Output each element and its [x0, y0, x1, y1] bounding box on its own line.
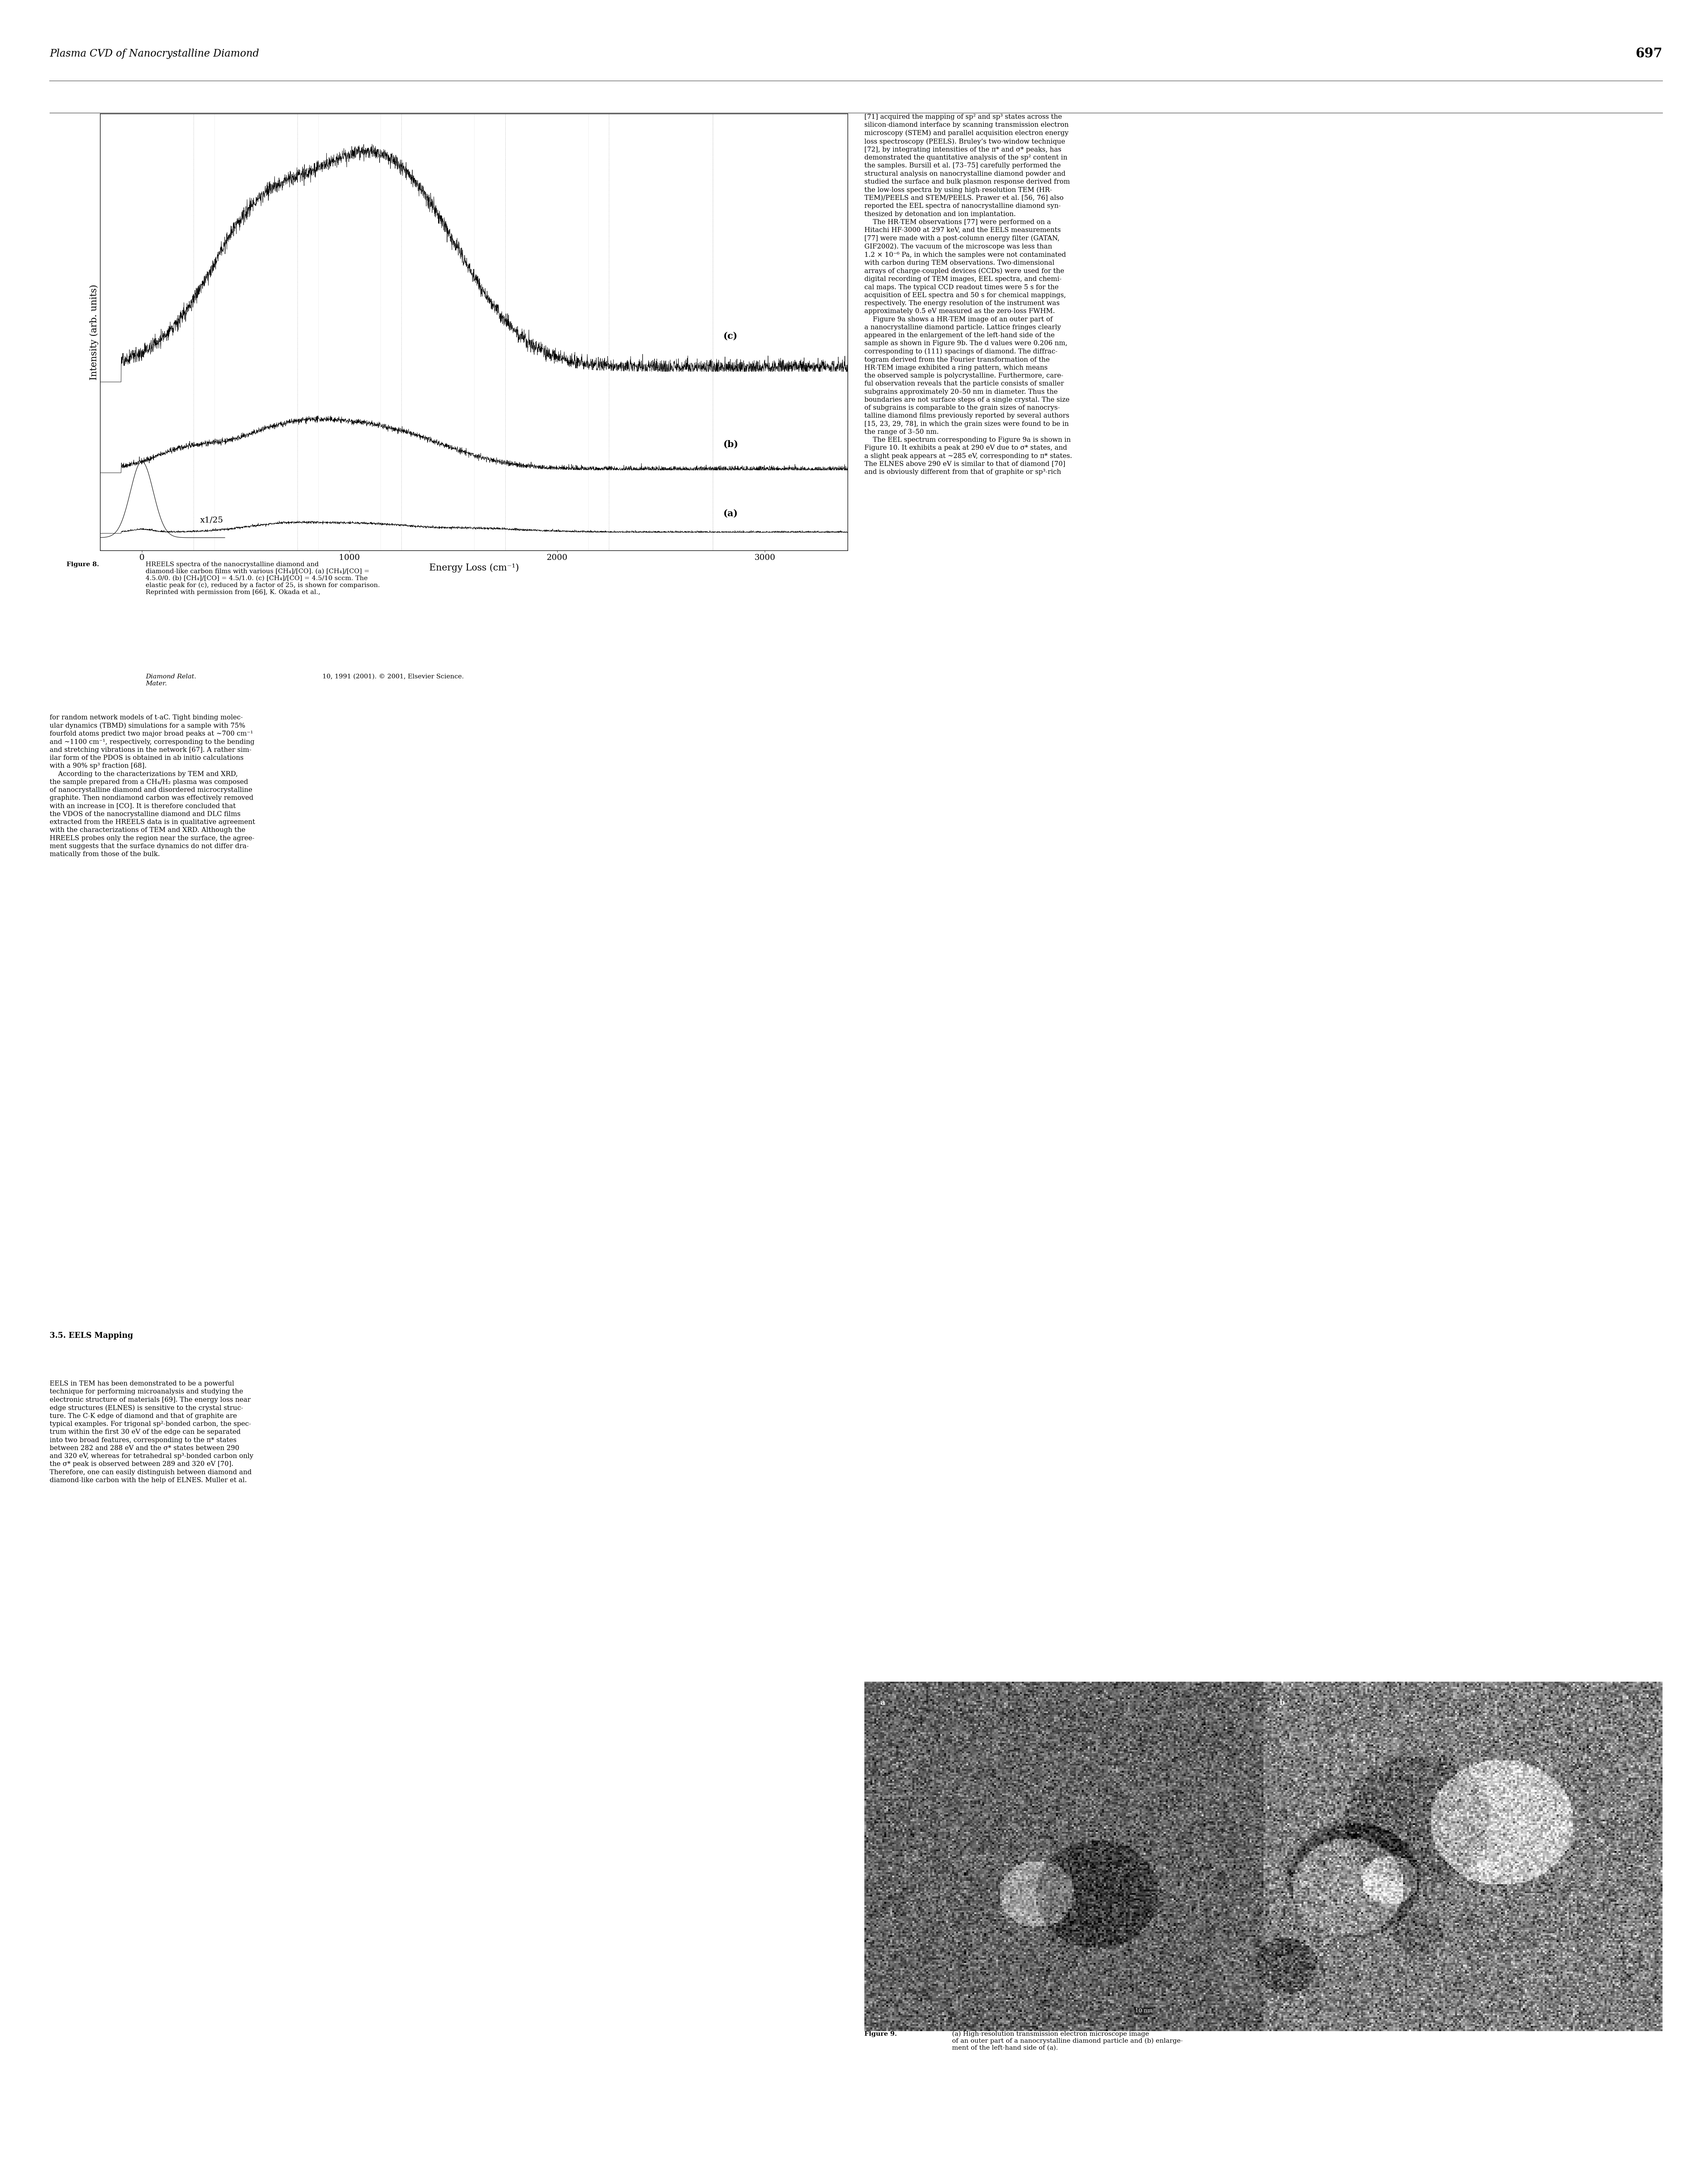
Text: EELS in TEM has been demonstrated to be a powerful
technique for performing micr: EELS in TEM has been demonstrated to be …	[49, 1380, 253, 1483]
Text: Figure 8.: Figure 8.	[66, 561, 100, 568]
Text: 10 nm: 10 nm	[1135, 2007, 1152, 2014]
Text: [71] acquired the mapping of sp² and sp³ states across the
silicon-diamond inter: [71] acquired the mapping of sp² and sp³…	[865, 114, 1073, 476]
Text: (c): (c)	[723, 332, 738, 341]
Text: Figure 9.: Figure 9.	[865, 2031, 897, 2038]
Text: Diamond Relat.
Mater.: Diamond Relat. Mater.	[145, 673, 196, 686]
X-axis label: Energy Loss (cm⁻¹): Energy Loss (cm⁻¹)	[429, 563, 519, 572]
Text: (b): (b)	[723, 439, 738, 450]
Text: 10, 1991 (2001). © 2001, Elsevier Science.: 10, 1991 (2001). © 2001, Elsevier Scienc…	[321, 673, 464, 679]
Text: b: b	[1279, 1699, 1285, 1706]
Text: HREELS spectra of the nanocrystalline diamond and
diamond-like carbon films with: HREELS spectra of the nanocrystalline di…	[145, 561, 380, 596]
Text: (a) High-resolution transmission electron microscope image
of an outer part of a: (a) High-resolution transmission electro…	[953, 2031, 1182, 2051]
Text: (a): (a)	[723, 509, 738, 518]
Text: a: a	[880, 1699, 885, 1706]
Text: for random network models of t-aC. Tight binding molec-
ular dynamics (TBMD) sim: for random network models of t-aC. Tight…	[49, 714, 255, 858]
Text: x1/25: x1/25	[199, 518, 223, 524]
Text: 0.206 nm: 0.206 nm	[1532, 1974, 1554, 1979]
Text: Plasma CVD of Nanocrystalline Diamond: Plasma CVD of Nanocrystalline Diamond	[49, 48, 258, 59]
Text: 697: 697	[1635, 48, 1662, 59]
Y-axis label: Intensity (arb. units): Intensity (arb. units)	[90, 284, 98, 380]
Text: 3.5. EELS Mapping: 3.5. EELS Mapping	[49, 1332, 133, 1339]
